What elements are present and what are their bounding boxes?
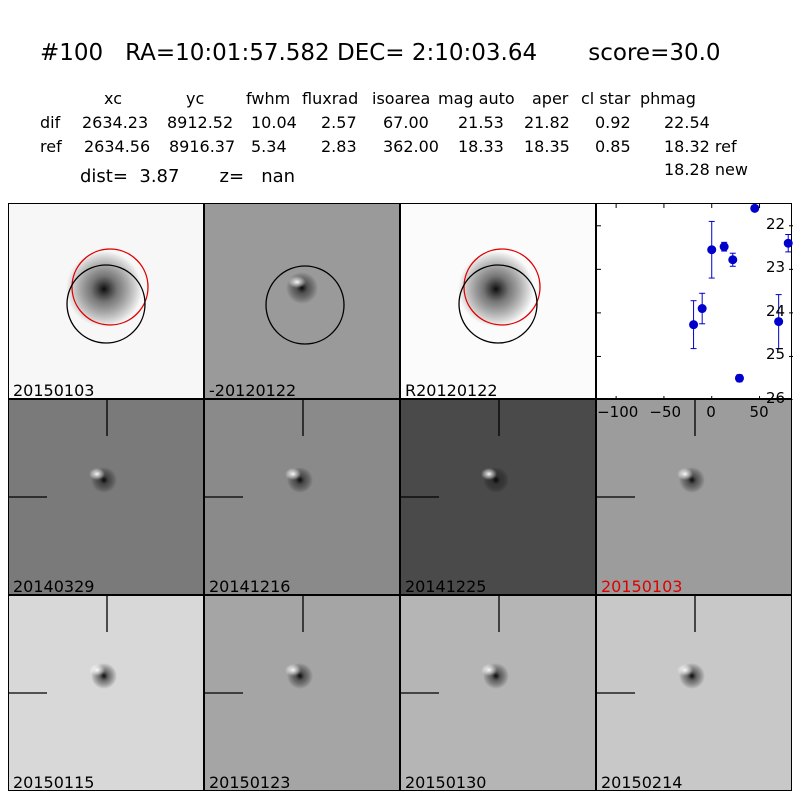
image-stamp: 20141225 (400, 399, 596, 595)
table-cell: 8916.37 (169, 137, 236, 156)
row-label: dif (40, 113, 61, 132)
source-blob (66, 251, 142, 327)
distance-redshift: dist= 3.87 z= nan (80, 166, 296, 187)
column-header: yc (186, 89, 205, 108)
image-stamp: 20150115 (8, 595, 204, 791)
column-header: fwhm (246, 89, 291, 108)
stamp-date-label: 20140329 (13, 577, 95, 595)
image-stamp: 20150130 (400, 595, 596, 791)
stamp-date-label: 20141225 (405, 577, 487, 595)
light-curve-svg (597, 203, 793, 401)
table-cell: 0.92 (595, 113, 631, 132)
stamp-date-label: 20150115 (13, 773, 95, 791)
table-cell: 22.54 (664, 113, 710, 132)
y-tick-label: 23 (766, 258, 786, 277)
column-header: aper (532, 89, 569, 108)
table-cell: 2.83 (321, 137, 357, 156)
image-stamp: 20150103 (596, 399, 792, 595)
image-stamp: 20150214 (596, 595, 792, 791)
aperture-circle-black (66, 264, 146, 344)
stamp-image (9, 400, 117, 498)
image-stamp: R20120122 (400, 203, 596, 399)
data-point (783, 238, 793, 248)
stamp-image (66, 248, 149, 344)
column-header: phmag (640, 89, 696, 108)
stamp-image (401, 596, 509, 694)
y-tick-label: 26 (766, 389, 786, 407)
aperture-circle-red (463, 248, 541, 326)
image-stamp: 20150103 (8, 203, 204, 399)
table-cell: 2634.23 (82, 113, 149, 132)
table-cell: 2634.56 (84, 137, 151, 156)
table-cell: 10.04 (251, 113, 297, 132)
y-tick-label: 24 (766, 301, 786, 320)
table-cell: 2.57 (321, 113, 357, 132)
column-header: mag auto (438, 89, 515, 108)
table-cell: 0.85 (595, 137, 631, 156)
table-cell: 18.32 ref (664, 137, 737, 156)
stamp-date-label: 20150103 (13, 381, 95, 399)
data-point (734, 373, 744, 383)
x-tick-label: −100 (597, 403, 639, 421)
stamp-image (597, 596, 705, 694)
light-curve-plot (596, 203, 793, 401)
stamp-date-label: 20150123 (209, 773, 291, 791)
stamp-date-label: R20120122 (405, 381, 498, 399)
stamp-image (597, 400, 705, 498)
data-point (719, 242, 729, 252)
y-tick-label: 25 (766, 345, 786, 364)
y-tick-label: 22 (766, 214, 786, 233)
data-point (707, 245, 717, 255)
column-header: cl star (581, 89, 631, 108)
aperture-circle-red (71, 248, 149, 326)
stamp-date-label: 20150214 (601, 773, 683, 791)
data-point (774, 317, 784, 327)
stamp-image (205, 596, 313, 694)
image-stamp: 20150123 (204, 595, 400, 791)
table-cell: 8912.52 (167, 113, 234, 132)
image-stamp: 20141216 (204, 399, 400, 595)
stamp-image (9, 596, 117, 694)
stamp-date-label: 20150130 (405, 773, 487, 791)
data-point (728, 255, 738, 265)
table-cell: 21.53 (458, 113, 504, 132)
x-tick-label: −50 (649, 403, 682, 421)
stamp-image (401, 400, 509, 498)
data-point (689, 320, 699, 330)
data-point (750, 203, 760, 213)
new-mag-label: 18.28 new (664, 160, 748, 179)
stamp-image (265, 265, 345, 345)
table-cell: 5.34 (251, 137, 287, 156)
source-blob (458, 251, 534, 327)
aperture-circle-black (265, 265, 345, 345)
column-header: isoarea (372, 89, 431, 108)
table-cell: 18.35 (524, 137, 570, 156)
row-label: ref (40, 137, 62, 156)
stamp-date-label: 20150103 (601, 577, 683, 595)
column-header: xc (104, 89, 122, 108)
x-tick-label: 50 (749, 403, 769, 421)
image-stamp: 20140329 (8, 399, 204, 595)
stamp-image (205, 400, 313, 498)
table-cell: 21.82 (524, 113, 570, 132)
stamp-image (458, 248, 541, 344)
candidate-title: #100 RA=10:01:57.582 DEC= 2:10:03.64 sco… (40, 40, 721, 66)
x-tick-label: 0 (706, 403, 716, 421)
table-cell: 18.33 (458, 137, 504, 156)
table-cell: 362.00 (383, 137, 439, 156)
image-stamp: -20120122 (204, 203, 400, 399)
data-point (697, 304, 707, 314)
aperture-circle-black (458, 264, 538, 344)
column-header: fluxrad (302, 89, 359, 108)
table-cell: 67.00 (383, 113, 429, 132)
stamp-date-label: -20120122 (209, 381, 297, 399)
stamp-date-label: 20141216 (209, 577, 291, 595)
